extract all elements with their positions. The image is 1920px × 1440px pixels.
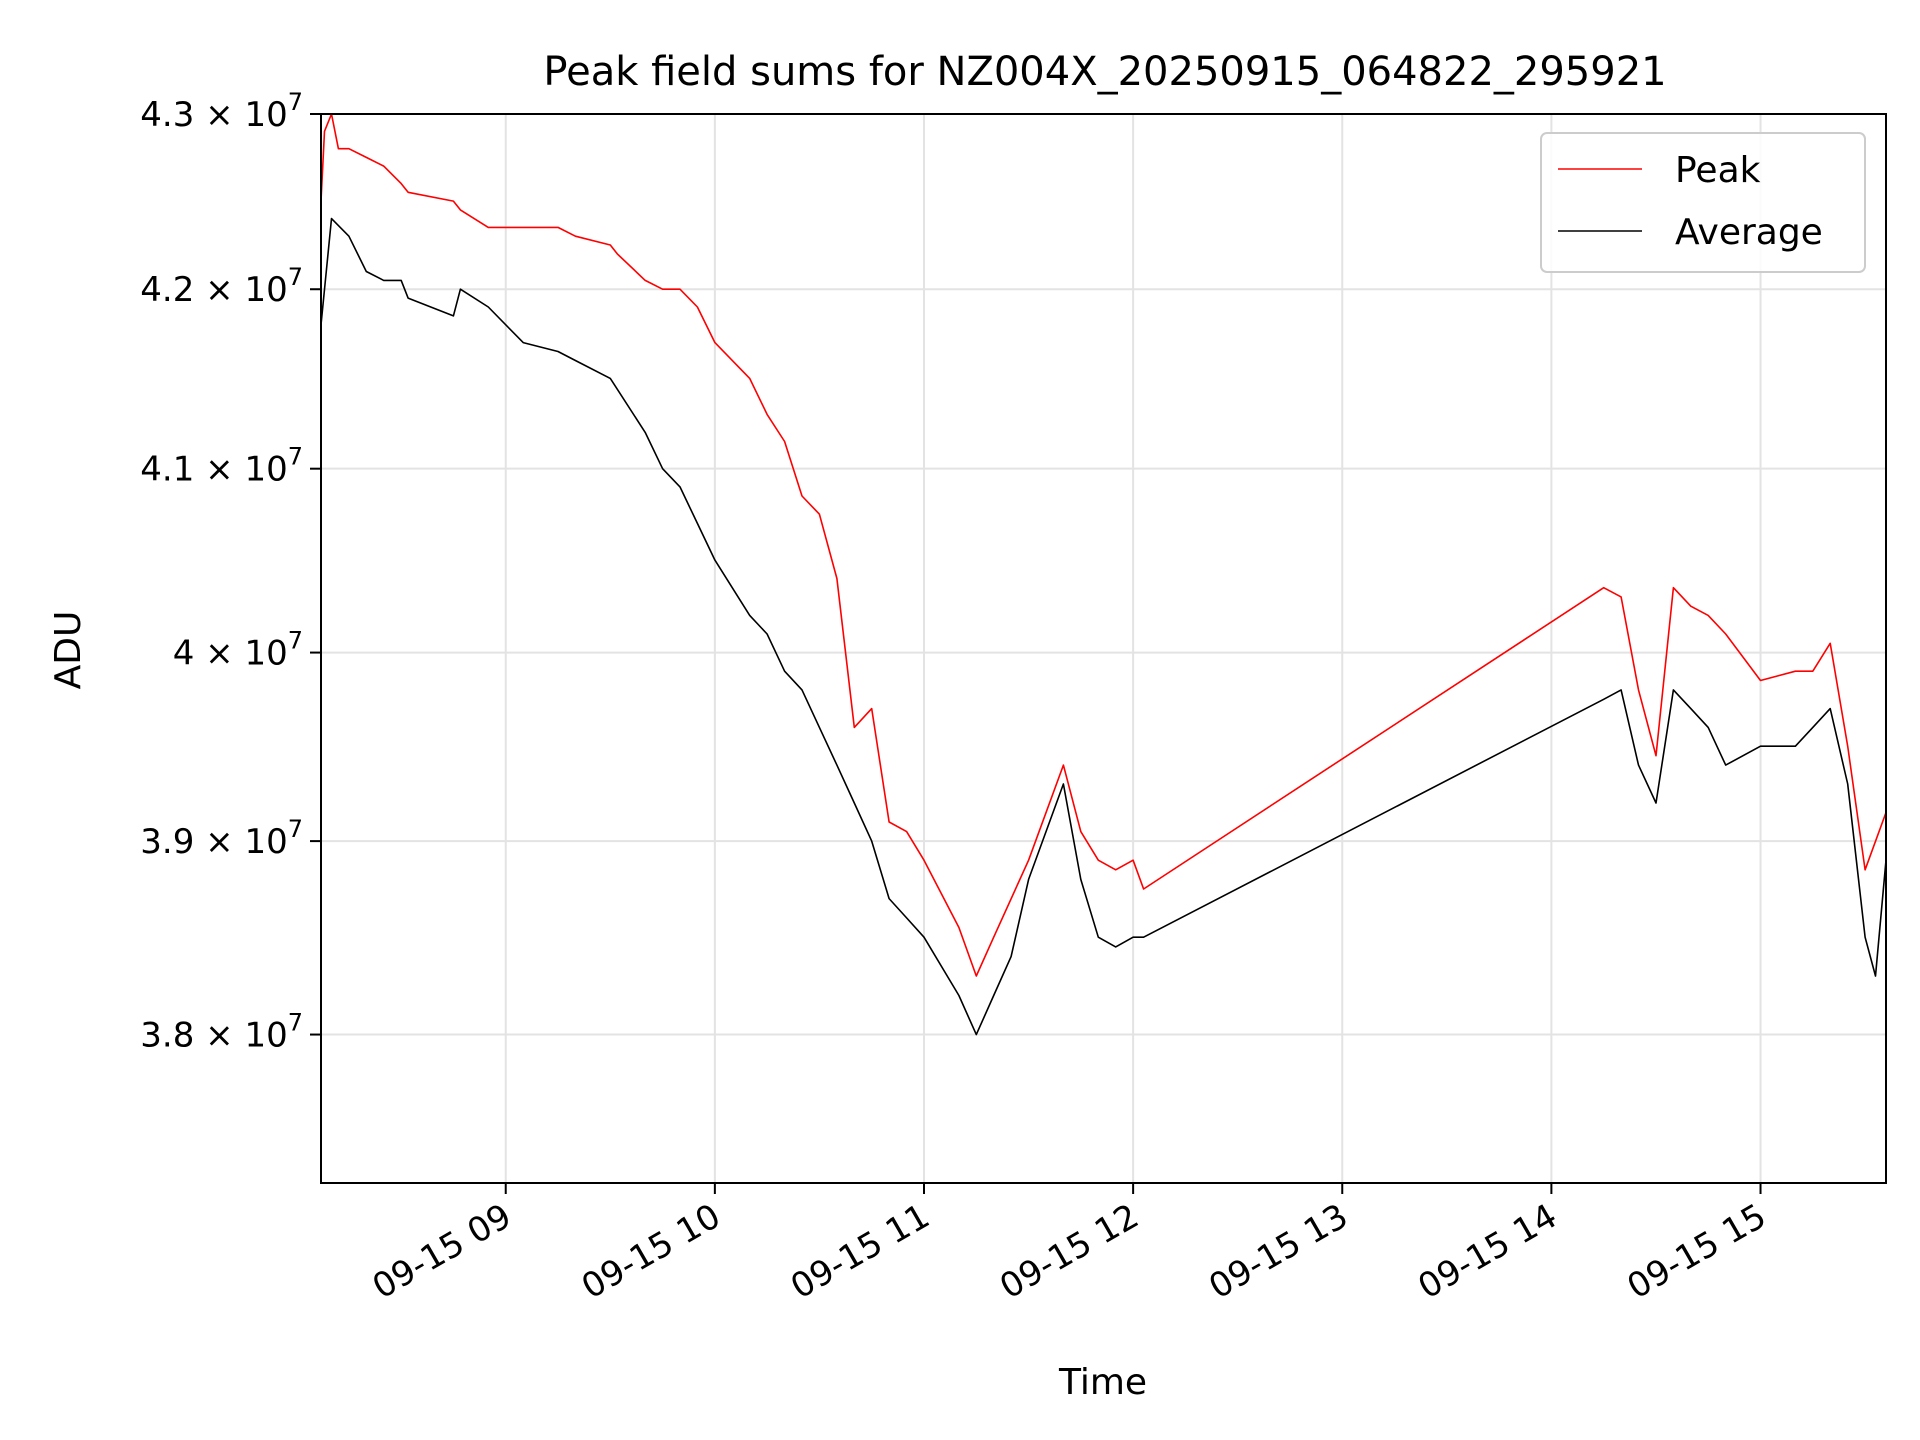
y-tick-times: × 10 xyxy=(194,822,287,862)
grid xyxy=(321,113,1886,1183)
y-tick-label: 4.2 × 107 xyxy=(140,263,303,310)
chart-title: Peak field sums for NZ004X_20250915_0648… xyxy=(543,49,1666,95)
y-tick-label: 4.1 × 107 xyxy=(140,443,303,490)
y-tick-mantissa: 3.9 xyxy=(140,822,194,862)
y-tick-label: 4 × 107 xyxy=(173,627,303,674)
y-tick-times: × 10 xyxy=(194,95,287,135)
y-tick-label: 3.9 × 107 xyxy=(140,815,303,862)
y-tick-exponent: 7 xyxy=(288,1009,303,1037)
series-line-peak xyxy=(320,113,1887,977)
y-tick-exponent: 7 xyxy=(288,443,303,471)
y-tick-mantissa: 3.8 xyxy=(140,1016,194,1056)
x-axis-label: Time xyxy=(1058,1362,1147,1403)
y-tick-exponent: 7 xyxy=(288,815,303,843)
legend-label-average: Average xyxy=(1675,212,1823,253)
y-tick-times: × 10 xyxy=(194,450,287,490)
plot-area-frame xyxy=(320,113,1887,1184)
y-tick-times: × 10 xyxy=(194,634,287,674)
y-tick-times: × 10 xyxy=(194,270,287,310)
y-tick-exponent: 7 xyxy=(288,88,303,116)
y-tick-label: 4.3 × 107 xyxy=(140,88,303,135)
y-tick-times: × 10 xyxy=(194,1016,287,1056)
legend-box xyxy=(1540,132,1866,273)
y-tick-label: 3.8 × 107 xyxy=(140,1009,303,1056)
series-line-average xyxy=(320,217,1887,1036)
y-tick-exponent: 7 xyxy=(288,627,303,655)
y-tick-exponent: 7 xyxy=(288,263,303,291)
legend-label-peak: Peak xyxy=(1675,150,1761,191)
y-tick-mantissa: 4.3 xyxy=(140,95,194,135)
series-layer xyxy=(320,113,1887,1036)
y-tick-mantissa: 4 xyxy=(173,634,195,674)
y-tick-mantissa: 4.1 xyxy=(140,450,194,490)
y-tick-mantissa: 4.2 xyxy=(140,270,194,310)
y-axis-label: ADU xyxy=(48,611,89,690)
legend: Peak Average xyxy=(1540,132,1866,273)
